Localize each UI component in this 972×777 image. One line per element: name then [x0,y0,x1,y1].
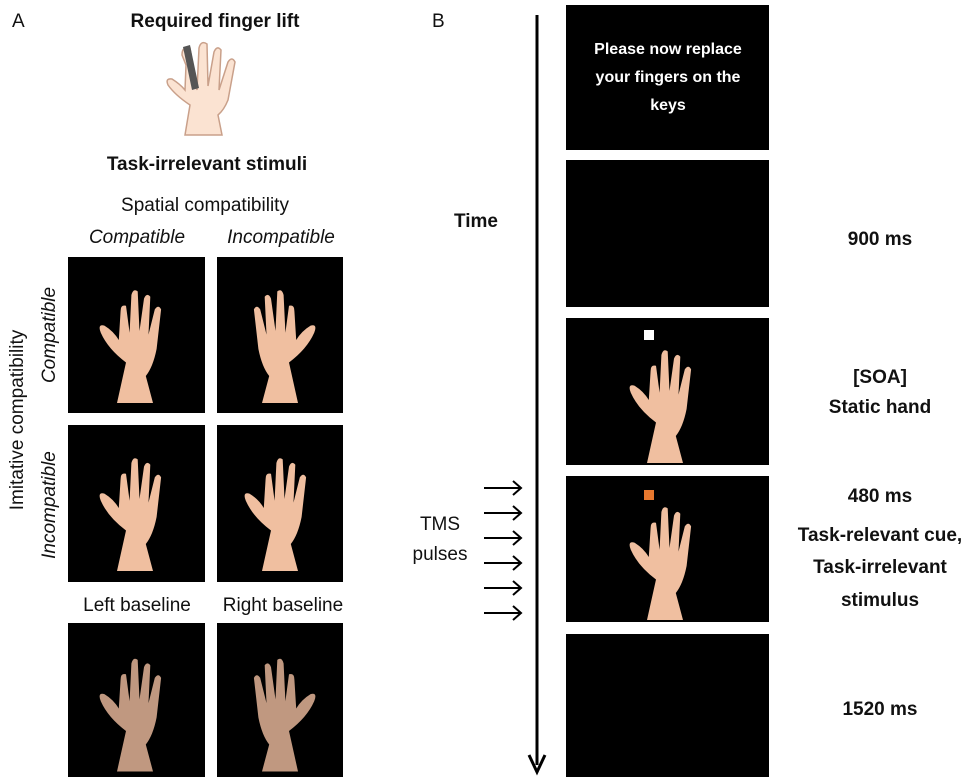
row-label: Incompatible [39,451,60,559]
duration: 480 ms [848,486,912,507]
duration: 900 ms [848,229,912,250]
hand-icon [166,41,236,136]
tms-arrows [484,480,523,621]
screen-text: your fingers on the [596,69,741,86]
screen-text: keys [650,97,686,114]
time-label: Time [454,211,498,232]
tms-label: TMS [420,514,460,535]
panel-label: B [432,11,445,32]
duration: Static hand [829,397,931,418]
duration: 1520 ms [842,699,917,720]
screens [566,5,769,777]
stimulus-grid [68,257,343,777]
duration: stimulus [841,590,919,611]
column-label: Incompatible [227,227,335,248]
finger-lift-title: Required finger lift [131,11,301,32]
duration: [SOA] [853,367,907,388]
spatial-heading: Spatial compatibility [121,195,289,216]
duration: Task-irrelevant [813,557,947,578]
column-label: Compatible [89,227,185,248]
imitative-heading: Imitative compatibility [7,329,28,510]
baseline-label: Right baseline [223,595,343,616]
row-label: Compatible [39,287,60,383]
tms-label: pulses [413,544,468,565]
stimuli-title: Task-irrelevant stimuli [107,154,307,175]
screen-text: Please now replace [594,41,742,58]
duration: Task-relevant cue, [798,525,962,546]
panel-label: A [12,11,25,32]
time-arrow [527,15,547,776]
baseline-label: Left baseline [83,595,191,616]
